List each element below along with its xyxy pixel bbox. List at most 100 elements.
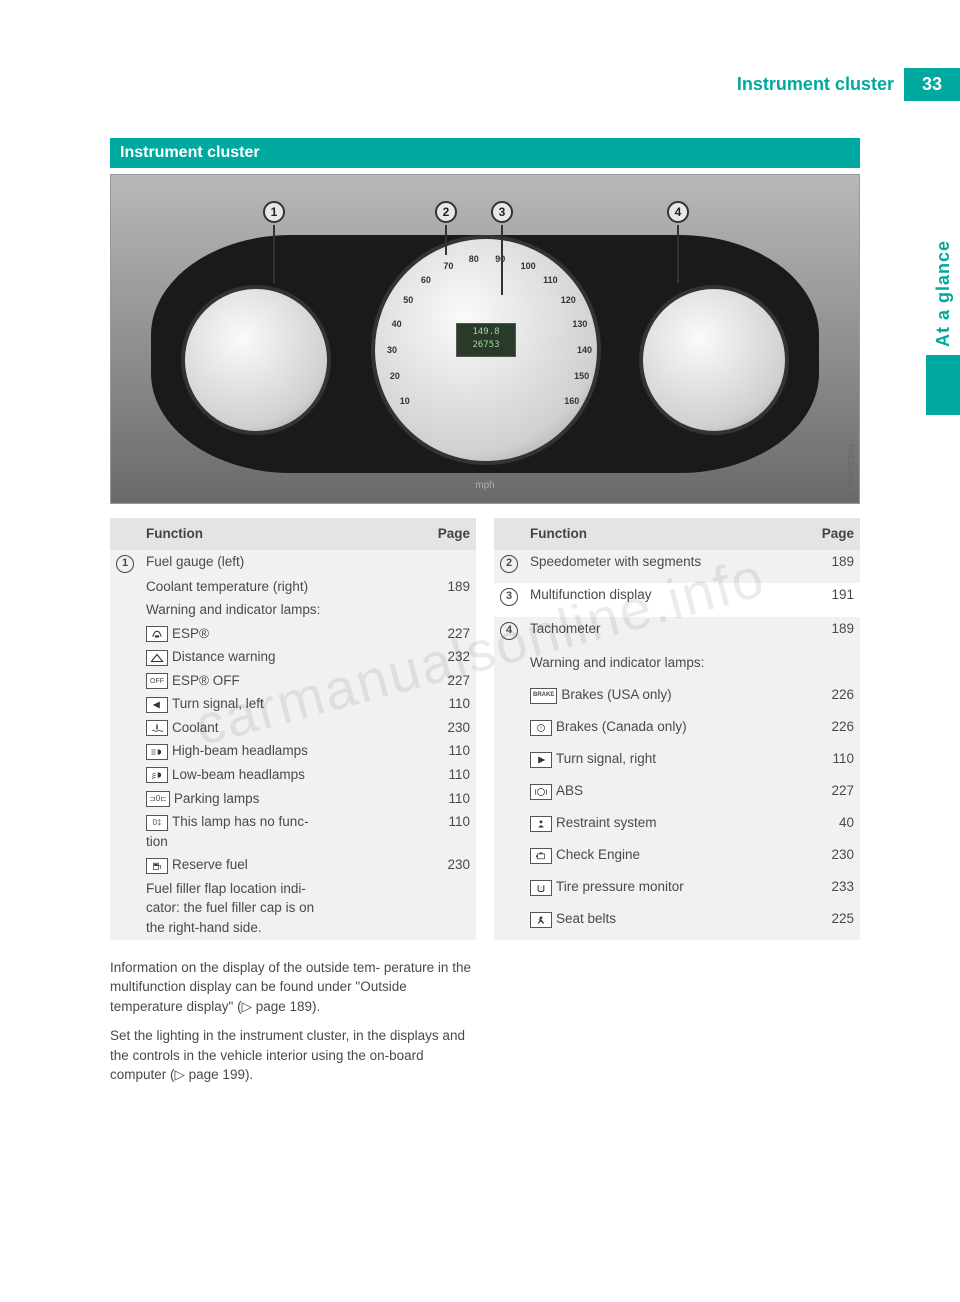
paragraph-2: Set the lighting in the instrument clust…	[110, 1026, 476, 1085]
row-num-cell: 3	[494, 583, 524, 617]
row-num-cell	[110, 622, 140, 646]
lcd-odo: 26753	[457, 339, 515, 352]
table-row: 3Multifunction display191	[494, 583, 860, 617]
table-row: 1Fuel gauge (left)	[110, 550, 476, 575]
instrument-cluster-figure: 149.8 26753 1020304050607080901001101201…	[110, 174, 860, 504]
row-label-cell: Distance warning	[140, 645, 426, 669]
row-label: Distance warning	[172, 649, 276, 664]
speedo-tick: 130	[572, 319, 587, 329]
row-page-cell: 227	[426, 622, 476, 646]
row-label-cell: Fuel filler flap location indi- cator: t…	[140, 877, 426, 940]
gauge-center-speedometer: 149.8 26753 1020304050607080901001101201…	[371, 235, 601, 465]
row-label-cell: Turn signal, left	[140, 692, 426, 716]
row-label: ABS	[556, 783, 583, 798]
row-label-cell: Multifunction display	[524, 583, 810, 617]
espoff-icon: OFF	[146, 673, 168, 689]
row-page-cell: 233	[810, 875, 860, 907]
th-page-left: Page	[426, 518, 476, 550]
row-label: Turn signal, left	[172, 696, 264, 711]
speedo-tick: 110	[543, 275, 558, 285]
row-label: Seat belts	[556, 911, 616, 926]
row-page-cell: 110	[426, 810, 476, 853]
row-num-cell	[494, 907, 524, 939]
table-row: !Tire pressure monitor233	[494, 875, 860, 907]
table-row: 0‡This lamp has no func- tion110	[110, 810, 476, 853]
callout-3: 3	[491, 201, 513, 223]
row-label-cell: Low-beam headlamps	[140, 763, 426, 787]
row-num-cell	[110, 810, 140, 853]
th-blank-r	[494, 518, 524, 550]
row-page-cell: 189	[426, 575, 476, 599]
th-function-left: Function	[140, 518, 426, 550]
row-label-cell: OFF ESP® OFF	[140, 669, 426, 693]
row-num-cell	[110, 877, 140, 940]
row-label: Parking lamps	[174, 791, 260, 806]
row-num-cell	[110, 575, 140, 599]
table-row: Turn signal, right110	[494, 747, 860, 779]
function-table-left: Function Page 1Fuel gauge (left)Coolant …	[110, 518, 476, 940]
page-number: 33	[904, 68, 960, 101]
table-row: Check Engine230	[494, 843, 860, 875]
brakeca-icon: !	[530, 720, 552, 736]
speedo-tick: 160	[564, 396, 579, 406]
row-page-cell: 110	[810, 747, 860, 779]
row-label-cell: Coolant temperature (right)	[140, 575, 426, 599]
row-label: ESP® OFF	[172, 673, 240, 688]
tire-icon: !	[530, 880, 552, 896]
row-num-cell	[494, 843, 524, 875]
brakeus-icon: BRAKE	[530, 688, 557, 704]
callout-line-4	[677, 225, 679, 283]
row-label: High-beam headlamps	[172, 743, 308, 758]
row-label: Coolant	[172, 720, 219, 735]
table-row: Warning and indicator lamps:	[110, 598, 476, 622]
row-num-cell	[494, 683, 524, 715]
coolant-icon	[146, 720, 168, 736]
row-page-cell: 226	[810, 715, 860, 747]
row-label-cell: Check Engine	[524, 843, 810, 875]
callout-ref-4: 4	[500, 622, 518, 640]
row-num-cell	[494, 747, 524, 779]
table-row: Reserve fuel 230	[110, 853, 476, 877]
row-label-cell: Tachometer	[524, 617, 810, 651]
nofunc-icon: 0‡	[146, 815, 168, 831]
row-label-cell: !Tire pressure monitor	[524, 875, 810, 907]
table-row: Distance warning232	[110, 645, 476, 669]
side-tab: At a glance	[926, 240, 960, 440]
row-page-cell: 189	[810, 617, 860, 651]
callout-ref-1: 1	[116, 555, 134, 573]
header-title: Instrument cluster	[737, 68, 904, 101]
seatbelt-icon	[530, 912, 552, 928]
table-row: Turn signal, left110	[110, 692, 476, 716]
callout-line-1	[273, 225, 275, 283]
row-num-cell	[494, 651, 524, 683]
table-row: Restraint system40	[494, 811, 860, 843]
row-label-cell: Speedometer with segments	[524, 550, 810, 584]
row-label: Reserve fuel	[172, 857, 248, 872]
row-label-cell: High-beam headlamps	[140, 739, 426, 763]
abs-icon	[530, 784, 552, 800]
th-blank	[110, 518, 140, 550]
row-num-cell	[110, 763, 140, 787]
restraint-icon	[530, 816, 552, 832]
table-row: ! Brakes (Canada only) 226	[494, 715, 860, 747]
speedometer-unit: mph	[475, 480, 494, 491]
row-num-cell	[110, 669, 140, 693]
function-table-right: Function Page 2Speedometer with segments…	[494, 518, 860, 940]
figure-reference: P54.33-4597-31	[846, 444, 855, 501]
fuel-icon	[146, 858, 168, 874]
lcd-trip: 149.8	[457, 326, 515, 339]
row-page-cell: 230	[426, 853, 476, 877]
row-num-cell: 2	[494, 550, 524, 584]
row-num-cell	[110, 716, 140, 740]
park-icon: ⊐0⊏	[146, 791, 170, 807]
row-label-cell: Seat belts	[524, 907, 810, 939]
row-page-cell	[426, 550, 476, 575]
row-label: Brakes (Canada only)	[556, 719, 687, 734]
low-icon	[146, 767, 168, 783]
table-row: ESP®227	[110, 622, 476, 646]
callout-line-2	[445, 225, 447, 255]
paragraph-1: Information on the display of the outsid…	[110, 958, 476, 1017]
table-row: Seat belts225	[494, 907, 860, 939]
high-icon	[146, 744, 168, 760]
table-row: Low-beam headlamps110	[110, 763, 476, 787]
